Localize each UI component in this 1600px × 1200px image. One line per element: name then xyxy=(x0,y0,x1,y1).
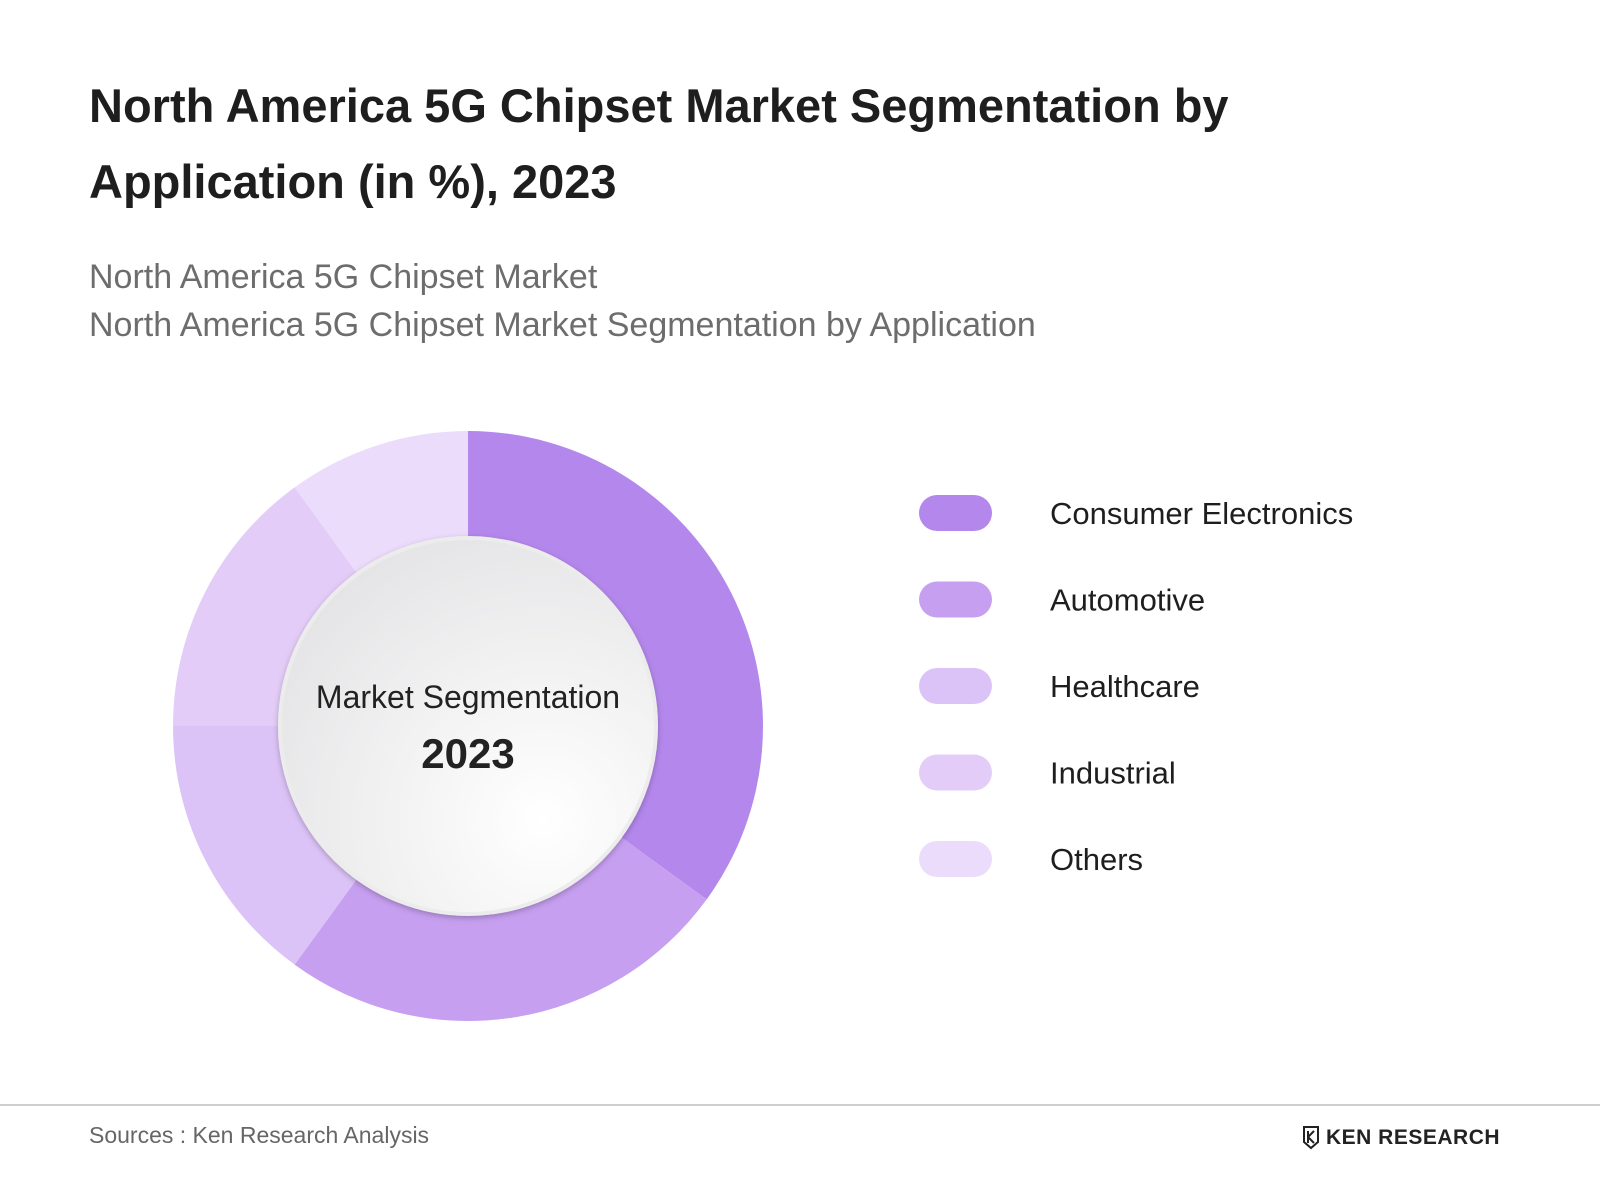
donut-hole xyxy=(278,536,658,916)
subtitle: North America 5G Chipset Market xyxy=(89,258,598,296)
legend-label: Automotive xyxy=(1050,583,1205,618)
chart-title: North America 5G Chipset Market Segmenta… xyxy=(89,79,1229,208)
legend-label: Consumer Electronics xyxy=(1050,496,1353,531)
legend-swatch xyxy=(919,495,992,531)
center-value: 2023 xyxy=(421,730,514,777)
source: Sources : Ken Research Analysis xyxy=(89,1122,430,1148)
logo: KEN RESEARCH xyxy=(1326,1126,1501,1149)
subtitle: North America 5G Chipset Market Segmenta… xyxy=(89,306,1036,344)
legend-swatch xyxy=(919,668,992,704)
logo-icon xyxy=(1303,1126,1319,1150)
legend-swatch xyxy=(919,754,992,791)
legend-swatch xyxy=(919,841,992,877)
legend-label: Healthcare xyxy=(1050,669,1200,704)
center-label: Market Segmentation xyxy=(316,679,620,715)
divider xyxy=(0,1104,1600,1106)
legend-label: Others xyxy=(1050,842,1143,877)
legend-label: Industrial xyxy=(1050,756,1176,791)
chart: Market Segmentation 2023 Consumer Electr… xyxy=(173,431,1353,1021)
legend-swatch xyxy=(919,581,992,618)
legend: Consumer Electronics Automotive Healthcare… xyxy=(919,495,1353,877)
